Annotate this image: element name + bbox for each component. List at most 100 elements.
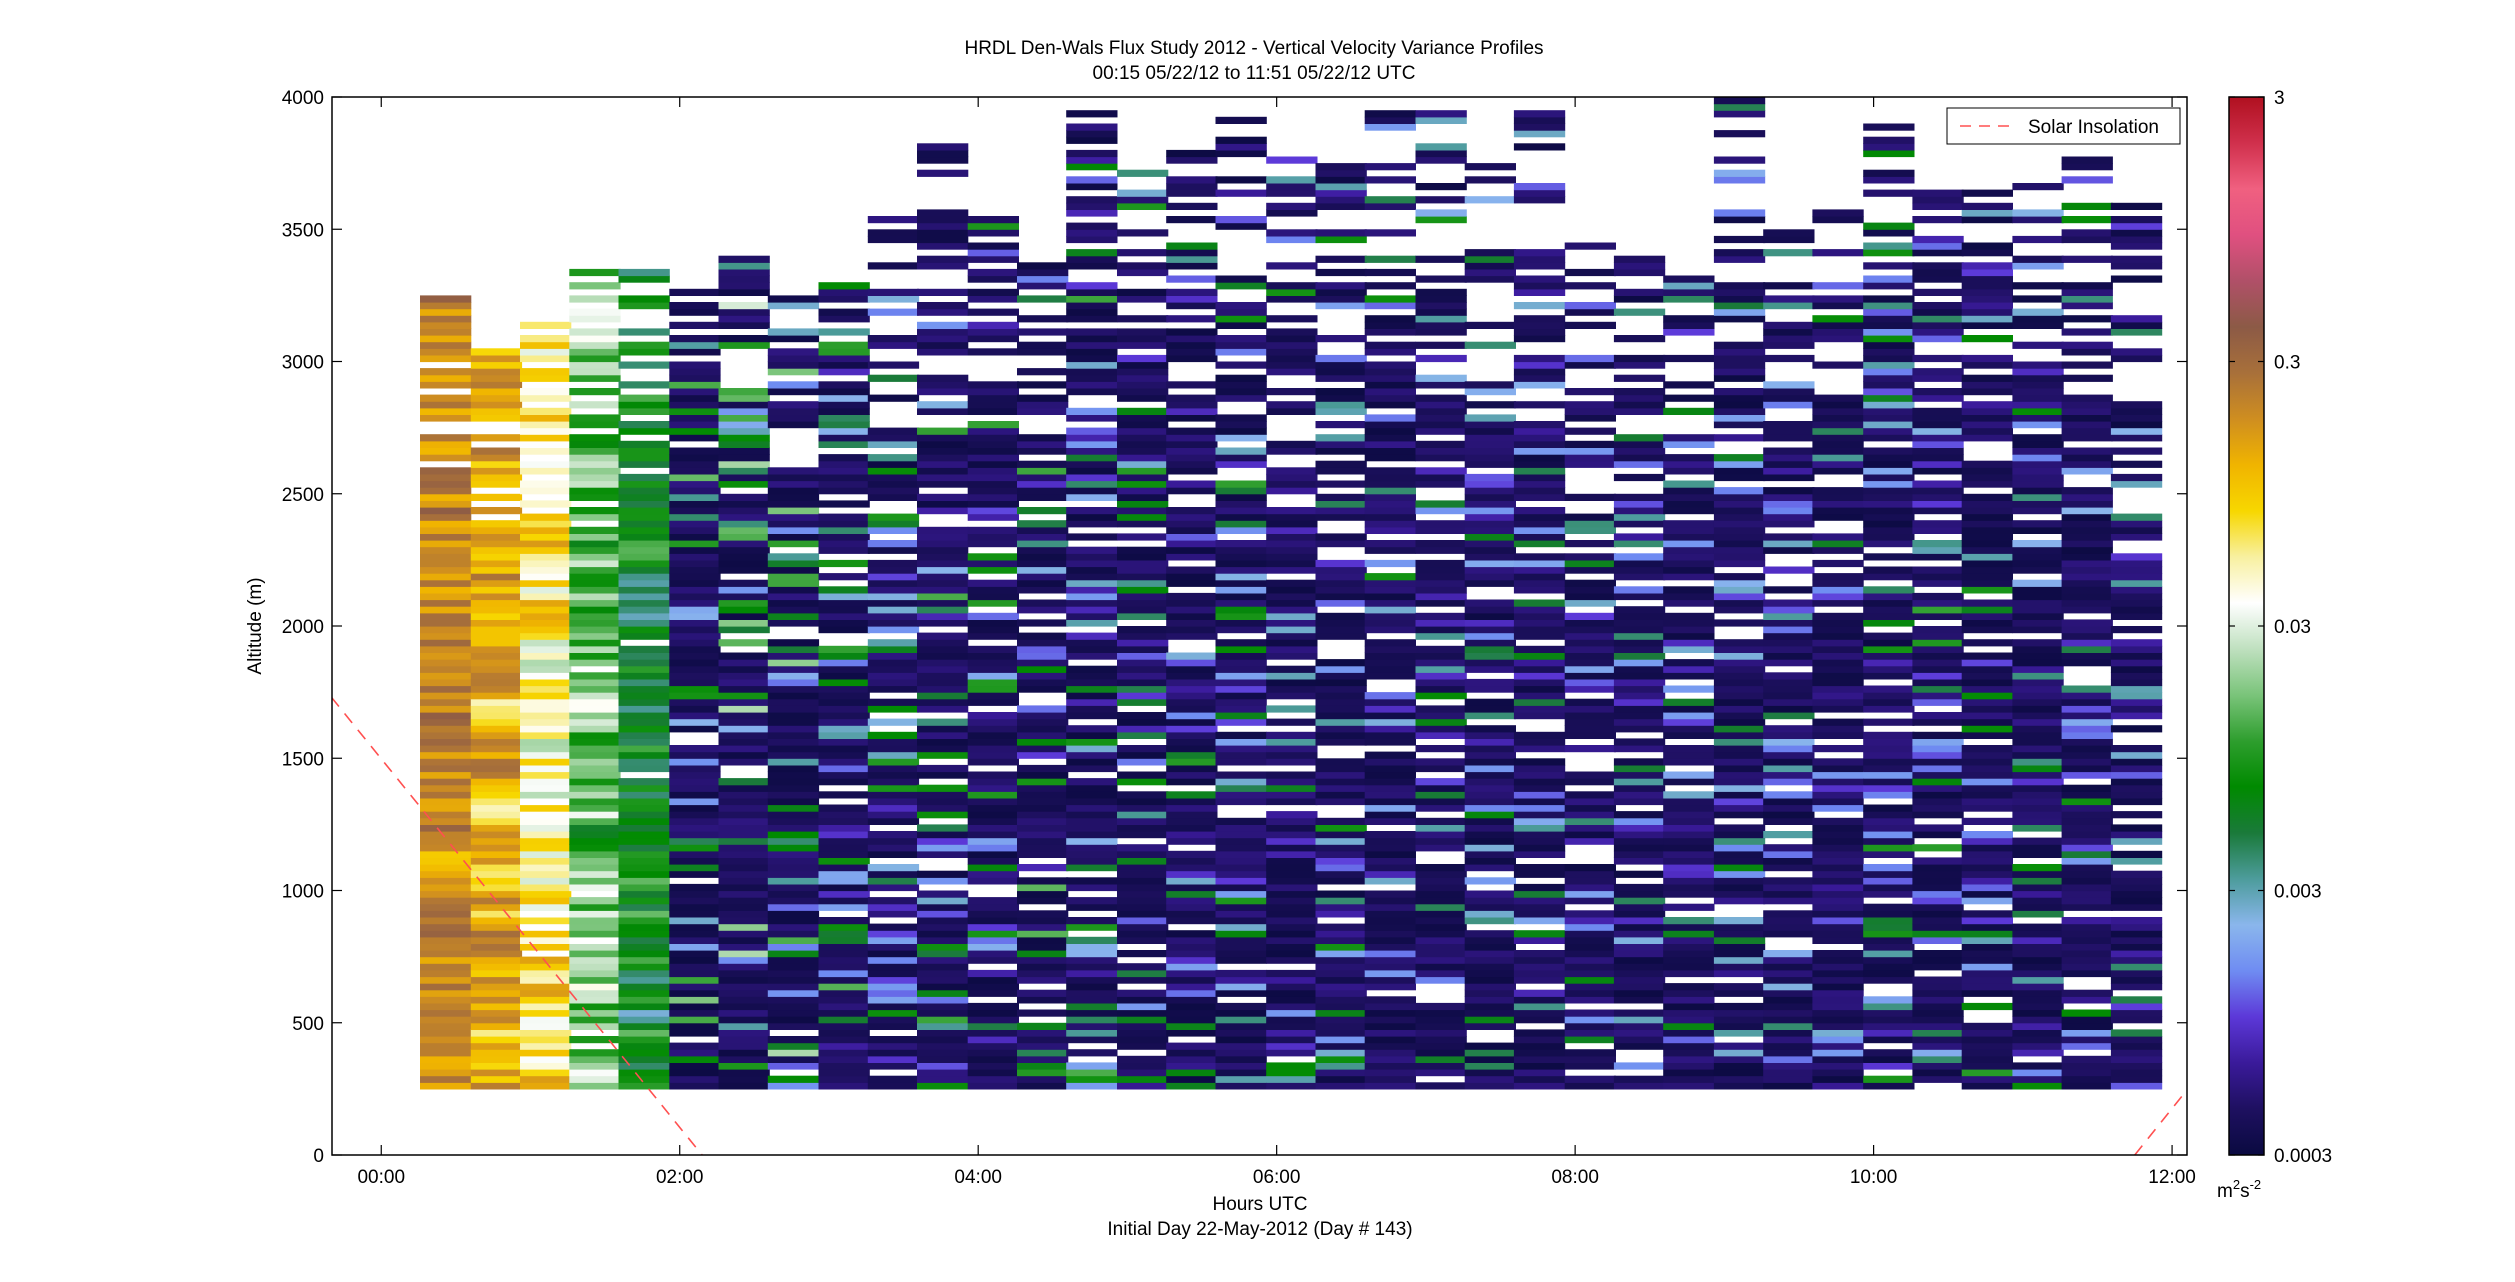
profile-cell <box>718 619 770 627</box>
profile-cell <box>718 255 770 263</box>
profile-cell <box>1912 546 1964 554</box>
profile-cell <box>1315 784 1367 792</box>
profile-cell <box>1613 573 1666 581</box>
profile-cell <box>1912 811 1964 819</box>
profile-cell <box>1812 454 1864 462</box>
profile-cell <box>1066 956 1118 964</box>
profile-cell <box>1513 850 1566 858</box>
profile-cell <box>1215 315 1267 323</box>
profile-cell <box>1117 394 1169 402</box>
profile-cell <box>767 903 820 911</box>
profile-cell <box>1613 553 1666 561</box>
profile-cell <box>917 540 969 548</box>
profile-cell <box>520 857 572 865</box>
profile-cell <box>1912 249 1964 257</box>
profile-cell <box>967 831 1019 839</box>
profile-cell <box>1415 632 1467 640</box>
profile-cell <box>470 407 523 415</box>
profile-cell <box>2110 890 2163 898</box>
profile-cell <box>1713 368 1766 376</box>
profile-cell <box>1166 725 1218 733</box>
profile-cell <box>1464 440 1516 448</box>
profile-cell <box>1763 791 1815 799</box>
profile-cell <box>1266 751 1318 759</box>
profile-cell <box>767 1036 820 1044</box>
profile-cell <box>1017 956 1069 964</box>
profile-cell <box>2110 837 2163 845</box>
profile-cell <box>1961 540 2013 548</box>
profile-cell <box>1812 414 1864 422</box>
profile-cell <box>569 612 621 620</box>
profile-cell <box>1713 989 1766 997</box>
profile-cell <box>1961 1062 2013 1070</box>
profile-cell <box>2061 460 2113 468</box>
profile-cell <box>2012 1049 2064 1057</box>
profile-cell <box>1166 718 1218 726</box>
profile-cell <box>1863 1055 1915 1063</box>
profile-cell <box>420 599 472 607</box>
profile-cell <box>2061 1029 2113 1037</box>
profile-cell <box>1713 579 1766 587</box>
profile-cell <box>1863 698 1915 706</box>
profile-cell <box>967 784 1019 792</box>
profile-cell <box>1166 751 1218 759</box>
profile-cell <box>1315 831 1367 839</box>
profile-cell <box>618 328 670 336</box>
profile-cell <box>1066 202 1118 210</box>
profile-cell <box>1961 282 2013 290</box>
profile-cell <box>1464 1062 1516 1070</box>
profile-cell <box>917 586 969 594</box>
profile-cell <box>569 771 621 779</box>
profile-cell <box>569 652 621 660</box>
profile-cell <box>520 1009 572 1017</box>
profile-cell <box>1812 1062 1864 1070</box>
profile-cell <box>470 533 523 541</box>
profile-cell <box>1713 1029 1766 1037</box>
profile-cell <box>1415 619 1467 627</box>
profile-cell <box>1066 407 1118 415</box>
profile-cell <box>1315 864 1367 872</box>
profile-cell <box>818 606 870 614</box>
profile-cell <box>2012 315 2064 323</box>
profile-cell <box>767 870 820 878</box>
profile-cell <box>618 844 670 852</box>
profile-cell <box>1513 302 1566 310</box>
profile-cell <box>967 255 1019 263</box>
profile-cell <box>1266 930 1318 938</box>
profile-cell <box>1017 368 1069 376</box>
profile-cell <box>520 533 572 541</box>
profile-cell <box>1066 936 1118 944</box>
profile-cell <box>1166 771 1218 779</box>
profile-cell <box>1863 500 1915 508</box>
profile-cell <box>470 778 523 786</box>
profile-cell <box>1166 969 1218 978</box>
profile-cell <box>967 447 1019 455</box>
profile-cell <box>470 751 523 759</box>
profile-cell <box>1863 890 1915 898</box>
profile-cell <box>1315 976 1367 984</box>
profile-cell <box>1066 751 1118 759</box>
profile-cell <box>1364 1049 1416 1057</box>
profile-cell <box>1812 619 1864 627</box>
profile-cell <box>2012 295 2064 303</box>
profile-cell <box>1663 1042 1715 1050</box>
profile-cell <box>1166 156 1218 164</box>
profile-cell <box>2012 989 2064 997</box>
profile-cell <box>1912 275 1964 283</box>
colorbar-tick-label: 0.3 <box>2274 353 2300 374</box>
profile-cell <box>1663 725 1715 733</box>
profile-cell <box>618 751 670 759</box>
profile-cell <box>1912 659 1964 667</box>
profile-cell <box>2012 599 2064 607</box>
profile-cell <box>718 559 770 568</box>
profile-cell <box>1315 533 1367 541</box>
profile-cell <box>1812 844 1864 852</box>
profile-cell <box>1464 176 1516 184</box>
profile-cell <box>1017 520 1069 528</box>
profile-cell <box>1415 255 1467 263</box>
profile-cell <box>1464 500 1516 508</box>
y-tick-label: 500 <box>292 1014 324 1035</box>
profile-cell <box>1713 361 1766 369</box>
profile-cell <box>669 718 721 726</box>
profile-cell <box>1215 189 1267 197</box>
